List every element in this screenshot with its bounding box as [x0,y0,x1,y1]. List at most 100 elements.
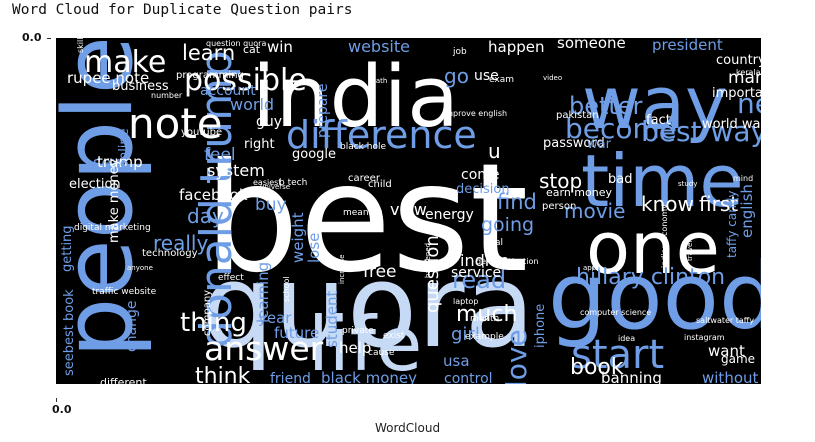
word-help: help [339,339,371,357]
y-tick-mark [47,38,51,39]
word-read: read [452,266,506,294]
word-laptop: laptop [453,297,478,306]
word-decision: decision [456,182,510,197]
word-learning: learning [254,262,272,323]
word-friend: friend [270,371,311,384]
word-rupee-note: rupee note [67,69,149,87]
word-idea: idea [618,334,635,343]
word-movie: movie [564,199,625,223]
word-change: change [124,300,140,352]
word-way: way [582,61,728,145]
word-possible: possible [184,63,307,98]
word-time: time [581,139,744,223]
word-u: u [488,139,501,163]
word-sex: sex [93,153,120,172]
word-number: number [151,91,183,100]
word-math: math [369,77,387,85]
word-website: website [348,38,410,56]
word-want: want [708,342,745,360]
word-important: important [712,86,761,101]
word-note: note [128,99,223,148]
word-saltwater-taffy: saltwater taffy [696,316,754,325]
word-cloud-background [56,38,761,384]
word-first: first [699,192,738,216]
word-demonetization: demonetization [476,257,538,266]
word-good: good [548,243,761,350]
word-best: best [204,132,528,306]
word-company: company [202,290,213,336]
word-love: love [500,329,533,384]
word-win: win [267,38,293,56]
word-video: video [543,74,562,82]
word-pakistan: pakistan [556,110,599,121]
word-become: become [565,112,677,145]
word-improve-english: improve english [443,109,507,118]
word-getting: getting [60,225,75,272]
word-control: control [444,371,493,384]
word-service: service [451,265,501,281]
word-system: system [207,161,265,180]
word-job: job [452,47,467,57]
word-difference: difference [286,113,477,157]
word-going: going [481,214,534,236]
word-hillary-clinton: hillary clinton [576,265,725,290]
x-tick-mark [56,398,57,402]
word-private: private [342,326,374,336]
word-much: much [456,302,517,327]
word-think: think [195,364,251,384]
word-come: come [461,167,500,183]
word-war: war [587,137,612,152]
word-person: person [542,201,576,212]
word-student: student [323,291,341,348]
word-exist: exist [383,331,405,341]
word-free: free [363,262,397,282]
word-buy: buy [255,195,287,215]
word-right: right [244,137,275,152]
word-cat: cat [243,43,261,56]
word-google: google [292,147,336,162]
word-school: school [282,276,291,302]
x-tick-label: 0.0 [52,403,72,416]
word-year: year [258,309,292,327]
word-easiest: easiest [253,178,281,187]
word-b-tech: b tech [279,178,307,188]
word-different: different [100,376,147,384]
word-happen: happen [488,38,544,56]
word-girl: girl [451,324,480,345]
word-without: without [702,369,759,384]
word-taffy-candy: taffy candy [725,190,739,258]
word-know: know [641,192,694,216]
word-computer-science: computer science [580,308,651,317]
word-black-money: black money [321,369,417,384]
word-future: future [274,324,319,342]
word-month: month [470,314,499,324]
word-many: many [728,68,761,88]
word-game: game [721,352,755,366]
word-real: real [486,238,503,248]
word-really: really [153,231,208,255]
word-trump: trump [97,153,143,171]
word-business: business [112,79,169,94]
word-traffic-website: traffic website [92,287,157,297]
word-indian-economy: indian economy [660,204,669,268]
word-effect: effect [218,273,244,283]
word-people: people [56,38,154,358]
word-best-way: best way [641,115,761,148]
word-india: india [252,48,459,147]
word-indian: indian [460,251,509,270]
word-view: view [390,200,427,219]
word-study: study [678,180,697,188]
word-banning: banning [601,369,662,384]
word-thing: thing [180,308,247,338]
word-country: country [716,53,761,68]
word-day: day [187,204,224,228]
word-quora: quora [201,240,535,374]
word-travel: travel [686,241,694,261]
word-account: account [200,83,256,99]
word-world-war: world war [702,117,761,132]
word-new: new [737,87,761,120]
word-better: better [569,92,643,120]
word-fact: fact [646,113,671,128]
